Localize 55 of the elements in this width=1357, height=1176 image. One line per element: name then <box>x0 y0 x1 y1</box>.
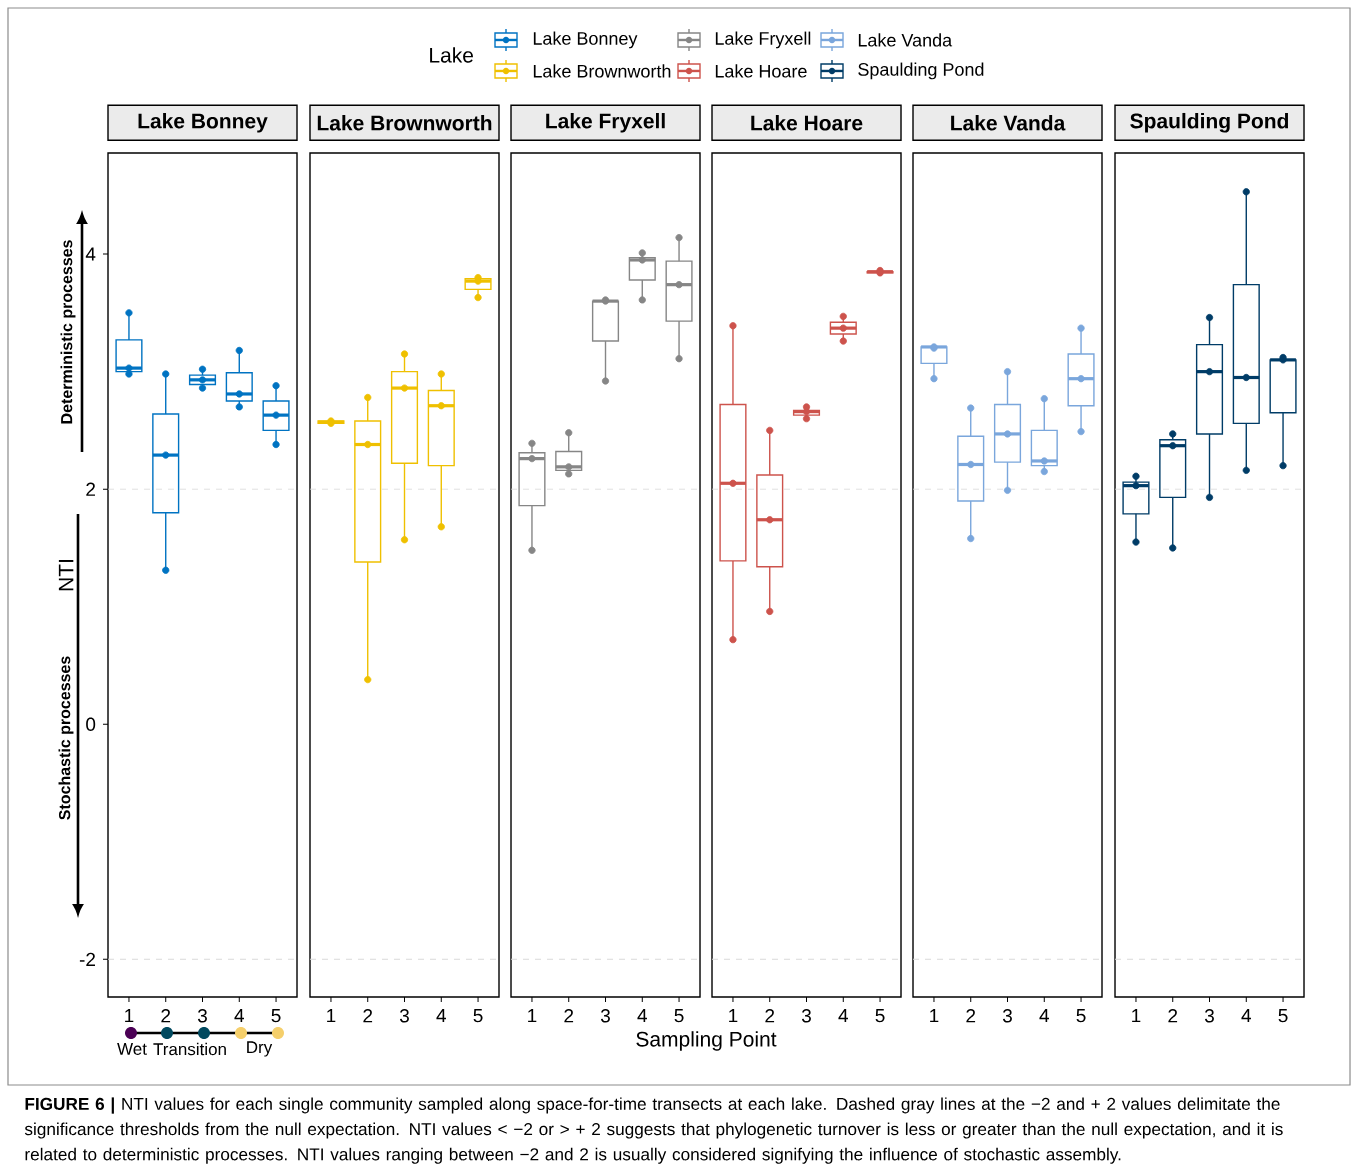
x-tick-label: 1 <box>528 1009 537 1023</box>
y-axis-title: NTI <box>58 560 74 591</box>
x-tick-label: 3 <box>1002 1009 1012 1023</box>
chart-title: Spaulding Pond <box>1130 112 1289 133</box>
x-tick-label: 1 <box>327 1009 336 1023</box>
legend-label: Spaulding Pond <box>858 62 984 80</box>
x-tick-label: 4 <box>838 1009 848 1023</box>
x-tick-label: 4 <box>1039 1009 1049 1023</box>
x-tick-label: 5 <box>1076 1009 1086 1023</box>
x-tick-label: 1 <box>729 1009 738 1023</box>
x-tick-label: 2 <box>363 1009 373 1023</box>
x-tick-label: 5 <box>875 1009 885 1023</box>
text: Deterministic processes <box>60 240 76 424</box>
x-tick-label: 3 <box>801 1009 811 1023</box>
chart-title: Lake Vanda <box>951 115 1066 131</box>
x-tick-label: 2 <box>161 1009 171 1023</box>
chart-title: Lake Brownworth <box>317 115 492 131</box>
legend-label: Lake Hoare <box>715 64 807 78</box>
text: Dry <box>247 1041 273 1057</box>
x-tick-label: 1 <box>1132 1009 1141 1023</box>
chart-title: Lake Hoare <box>751 115 863 131</box>
chart-title: Lake Bonney <box>138 113 268 133</box>
legend-label: Lake Bonney <box>533 31 638 49</box>
x-tick-label: 5 <box>271 1009 281 1023</box>
x-tick-label: 4 <box>436 1009 446 1023</box>
x-tick-label: 3 <box>600 1009 610 1023</box>
y-tick-label: -2 <box>79 952 95 966</box>
chart-title: Lake Fryxell <box>546 113 665 133</box>
text: Transition <box>153 1042 226 1056</box>
legend-label: Lake Vanda <box>858 33 953 47</box>
x-tick-label: 1 <box>930 1009 939 1023</box>
legend-title: Lake <box>430 47 473 63</box>
x-tick-label: 2 <box>1168 1009 1178 1023</box>
legend-label: Lake Brownworth <box>533 64 671 78</box>
x-axis-title: Sampling Point <box>636 1031 777 1051</box>
x-tick-label: 2 <box>564 1009 574 1023</box>
x-tick-label: 2 <box>765 1009 775 1023</box>
x-tick-label: 4 <box>637 1009 647 1023</box>
x-tick-label: 1 <box>125 1009 134 1023</box>
x-tick-label: 3 <box>399 1009 409 1023</box>
x-tick-label: 3 <box>197 1009 207 1023</box>
x-tick-label: 3 <box>1204 1009 1214 1023</box>
x-tick-label: 4 <box>234 1009 244 1023</box>
y-tick-label: 0 <box>86 717 96 731</box>
legend-label: Lake Fryxell <box>715 31 811 49</box>
x-tick-label: 5 <box>473 1009 483 1023</box>
x-tick-label: 5 <box>674 1009 684 1023</box>
x-tick-label: 4 <box>1241 1009 1251 1023</box>
x-tick-label: 2 <box>966 1009 976 1023</box>
text: Stochastic processes <box>58 656 74 820</box>
text: FIGURE 6 | NTI values for each single community sampled along space-for-time transects at each lake. Dashed gray lines at the −2 and + 2 values delimitate the significance thresholds from the null expectation. NTI values < −2 or > + 2 suggests that phylogenetic turnover is less or greater than the null expectation, and it is related to deterministic processes. NTI values ranging between −2 and 2 is usually considered signifying the influence of stochastic assembly. <box>24 1097 1283 1164</box>
text: Wet <box>117 1043 147 1055</box>
y-tick-label: 4 <box>85 247 96 261</box>
x-tick-label: 5 <box>1278 1009 1288 1023</box>
y-tick-label: 2 <box>86 482 95 496</box>
